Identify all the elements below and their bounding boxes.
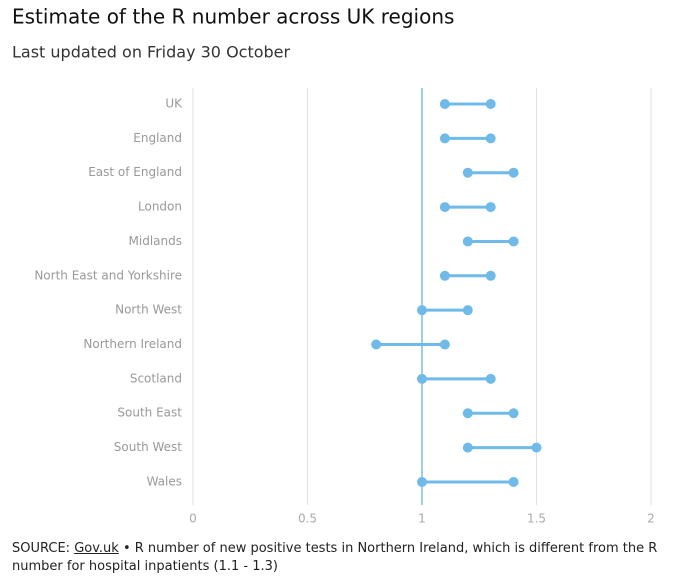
source-note: • R number of new positive tests in Nort…	[12, 541, 658, 574]
low-dot	[439, 133, 450, 144]
low-dot	[417, 373, 427, 384]
high-dot	[439, 339, 450, 350]
low-dot	[439, 99, 450, 109]
low-dot	[462, 236, 473, 247]
y-tick-label: Wales	[147, 474, 182, 488]
source-link[interactable]: Gov.uk	[74, 541, 119, 556]
high-dot	[485, 133, 496, 144]
y-tick-label: North West	[115, 303, 182, 317]
high-dot	[462, 305, 473, 316]
y-tick-label: South East	[117, 406, 182, 420]
x-tick-label: 0	[189, 512, 197, 526]
low-dot	[439, 202, 450, 213]
high-dot	[508, 408, 519, 419]
x-tick-label: 0.5	[298, 512, 317, 526]
x-tick-label: 1.5	[527, 512, 546, 526]
high-dot	[531, 442, 542, 453]
chart-subtitle: Last updated on Friday 30 October	[12, 43, 291, 62]
y-tick-label: Midlands	[129, 234, 182, 248]
high-dot	[508, 167, 519, 178]
chart: Estimate of the R number across UK regio…	[12, 5, 655, 526]
high-dot	[508, 476, 519, 487]
chart-title: Estimate of the R number across UK regio…	[12, 5, 454, 29]
low-dot	[417, 476, 427, 487]
low-dot	[417, 305, 427, 316]
y-tick-label: Scotland	[130, 371, 182, 385]
low-dot	[462, 442, 473, 453]
x-tick-label: 1	[418, 512, 426, 526]
high-dot	[485, 270, 496, 281]
high-dot	[485, 99, 496, 109]
low-dot	[462, 408, 473, 419]
x-tick-label: 2	[647, 512, 655, 526]
source-label: SOURCE:	[12, 541, 71, 556]
y-tick-label: London	[138, 200, 182, 214]
y-tick-label: East of England	[88, 165, 182, 179]
y-tick-label: England	[133, 131, 182, 145]
y-tick-label: South West	[114, 440, 182, 454]
y-tick-label: North East and Yorkshire	[34, 268, 182, 282]
y-tick-label: Northern Ireland	[83, 337, 182, 351]
y-tick-label: UK	[165, 97, 183, 111]
high-dot	[485, 202, 496, 213]
high-dot	[485, 373, 496, 384]
high-dot	[508, 236, 519, 247]
low-dot	[439, 270, 450, 281]
low-dot	[462, 167, 473, 178]
low-dot	[371, 339, 382, 350]
footer: SOURCE: Gov.uk • R number of new positiv…	[12, 540, 672, 576]
